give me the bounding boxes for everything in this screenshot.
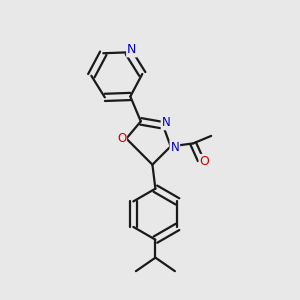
- Text: N: N: [162, 116, 170, 129]
- Text: N: N: [170, 140, 179, 154]
- Text: N: N: [127, 44, 136, 56]
- Text: O: O: [200, 155, 209, 168]
- Text: O: O: [117, 132, 126, 145]
